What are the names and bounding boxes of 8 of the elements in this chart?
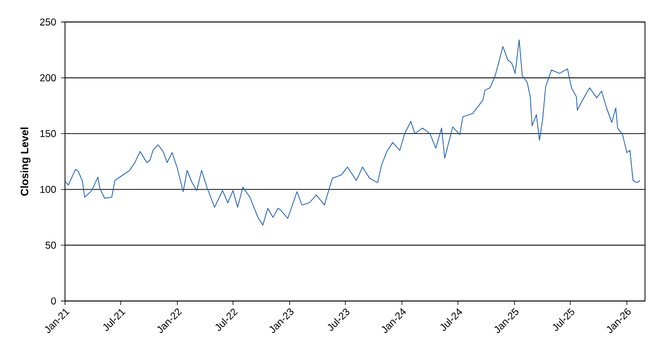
y-tick-label: 0 [51,297,56,305]
y-tick-label: 200 [40,74,56,82]
y-tick-label: 150 [40,130,56,138]
y-axis-title: Closing Level [20,128,30,196]
y-tick-label: 250 [40,18,56,26]
y-tick-label: 100 [40,186,56,193]
line-series [65,39,640,226]
y-tick-label: 50 [46,242,56,249]
